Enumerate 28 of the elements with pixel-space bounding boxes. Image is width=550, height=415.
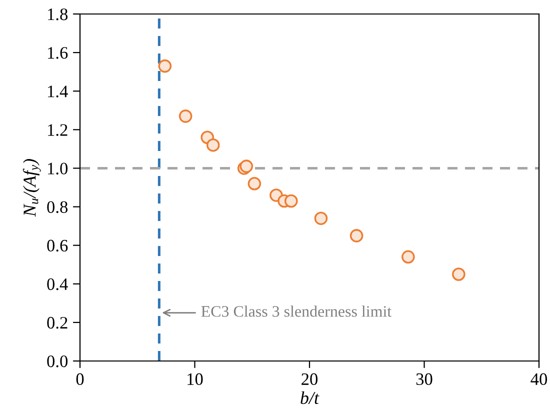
y-axis-title: N$_{u}$/(Af$_{y}$): [22, 159, 41, 217]
point: [402, 250, 415, 264]
point: [314, 212, 328, 225]
annotation: EC3 Class 3 slenderness limit: [201, 306, 392, 317]
y-tick-label: 0.6: [47, 240, 68, 252]
x-tick-label: 30: [416, 373, 432, 386]
y-tick-label: 0.2: [47, 316, 68, 329]
point: [240, 160, 254, 173]
x-tick-label: 10: [188, 373, 203, 386]
y-tick-label: 1.8: [48, 8, 68, 20]
y-tick-label: 1.6: [48, 47, 68, 59]
y-tick-label: 1.0: [48, 162, 68, 174]
x-tick-label: 0: [76, 373, 84, 386]
y-tick-label: 1.4: [48, 86, 68, 98]
point: [178, 110, 192, 123]
x-tick-label: 40: [530, 373, 548, 386]
point: [350, 229, 364, 242]
y-tick-label: 1.2: [48, 124, 68, 136]
y-tick-label: 0.4: [47, 278, 68, 290]
point: [452, 268, 466, 281]
y-tick-label: 0.0: [47, 355, 68, 368]
x-tick-label: 20: [302, 373, 318, 386]
y-tick-label: 0.8: [47, 201, 68, 214]
point: [158, 59, 172, 73]
point: [206, 138, 220, 152]
point: [248, 177, 262, 190]
x-axis-title: b/t: [300, 391, 320, 404]
point: [284, 194, 298, 208]
